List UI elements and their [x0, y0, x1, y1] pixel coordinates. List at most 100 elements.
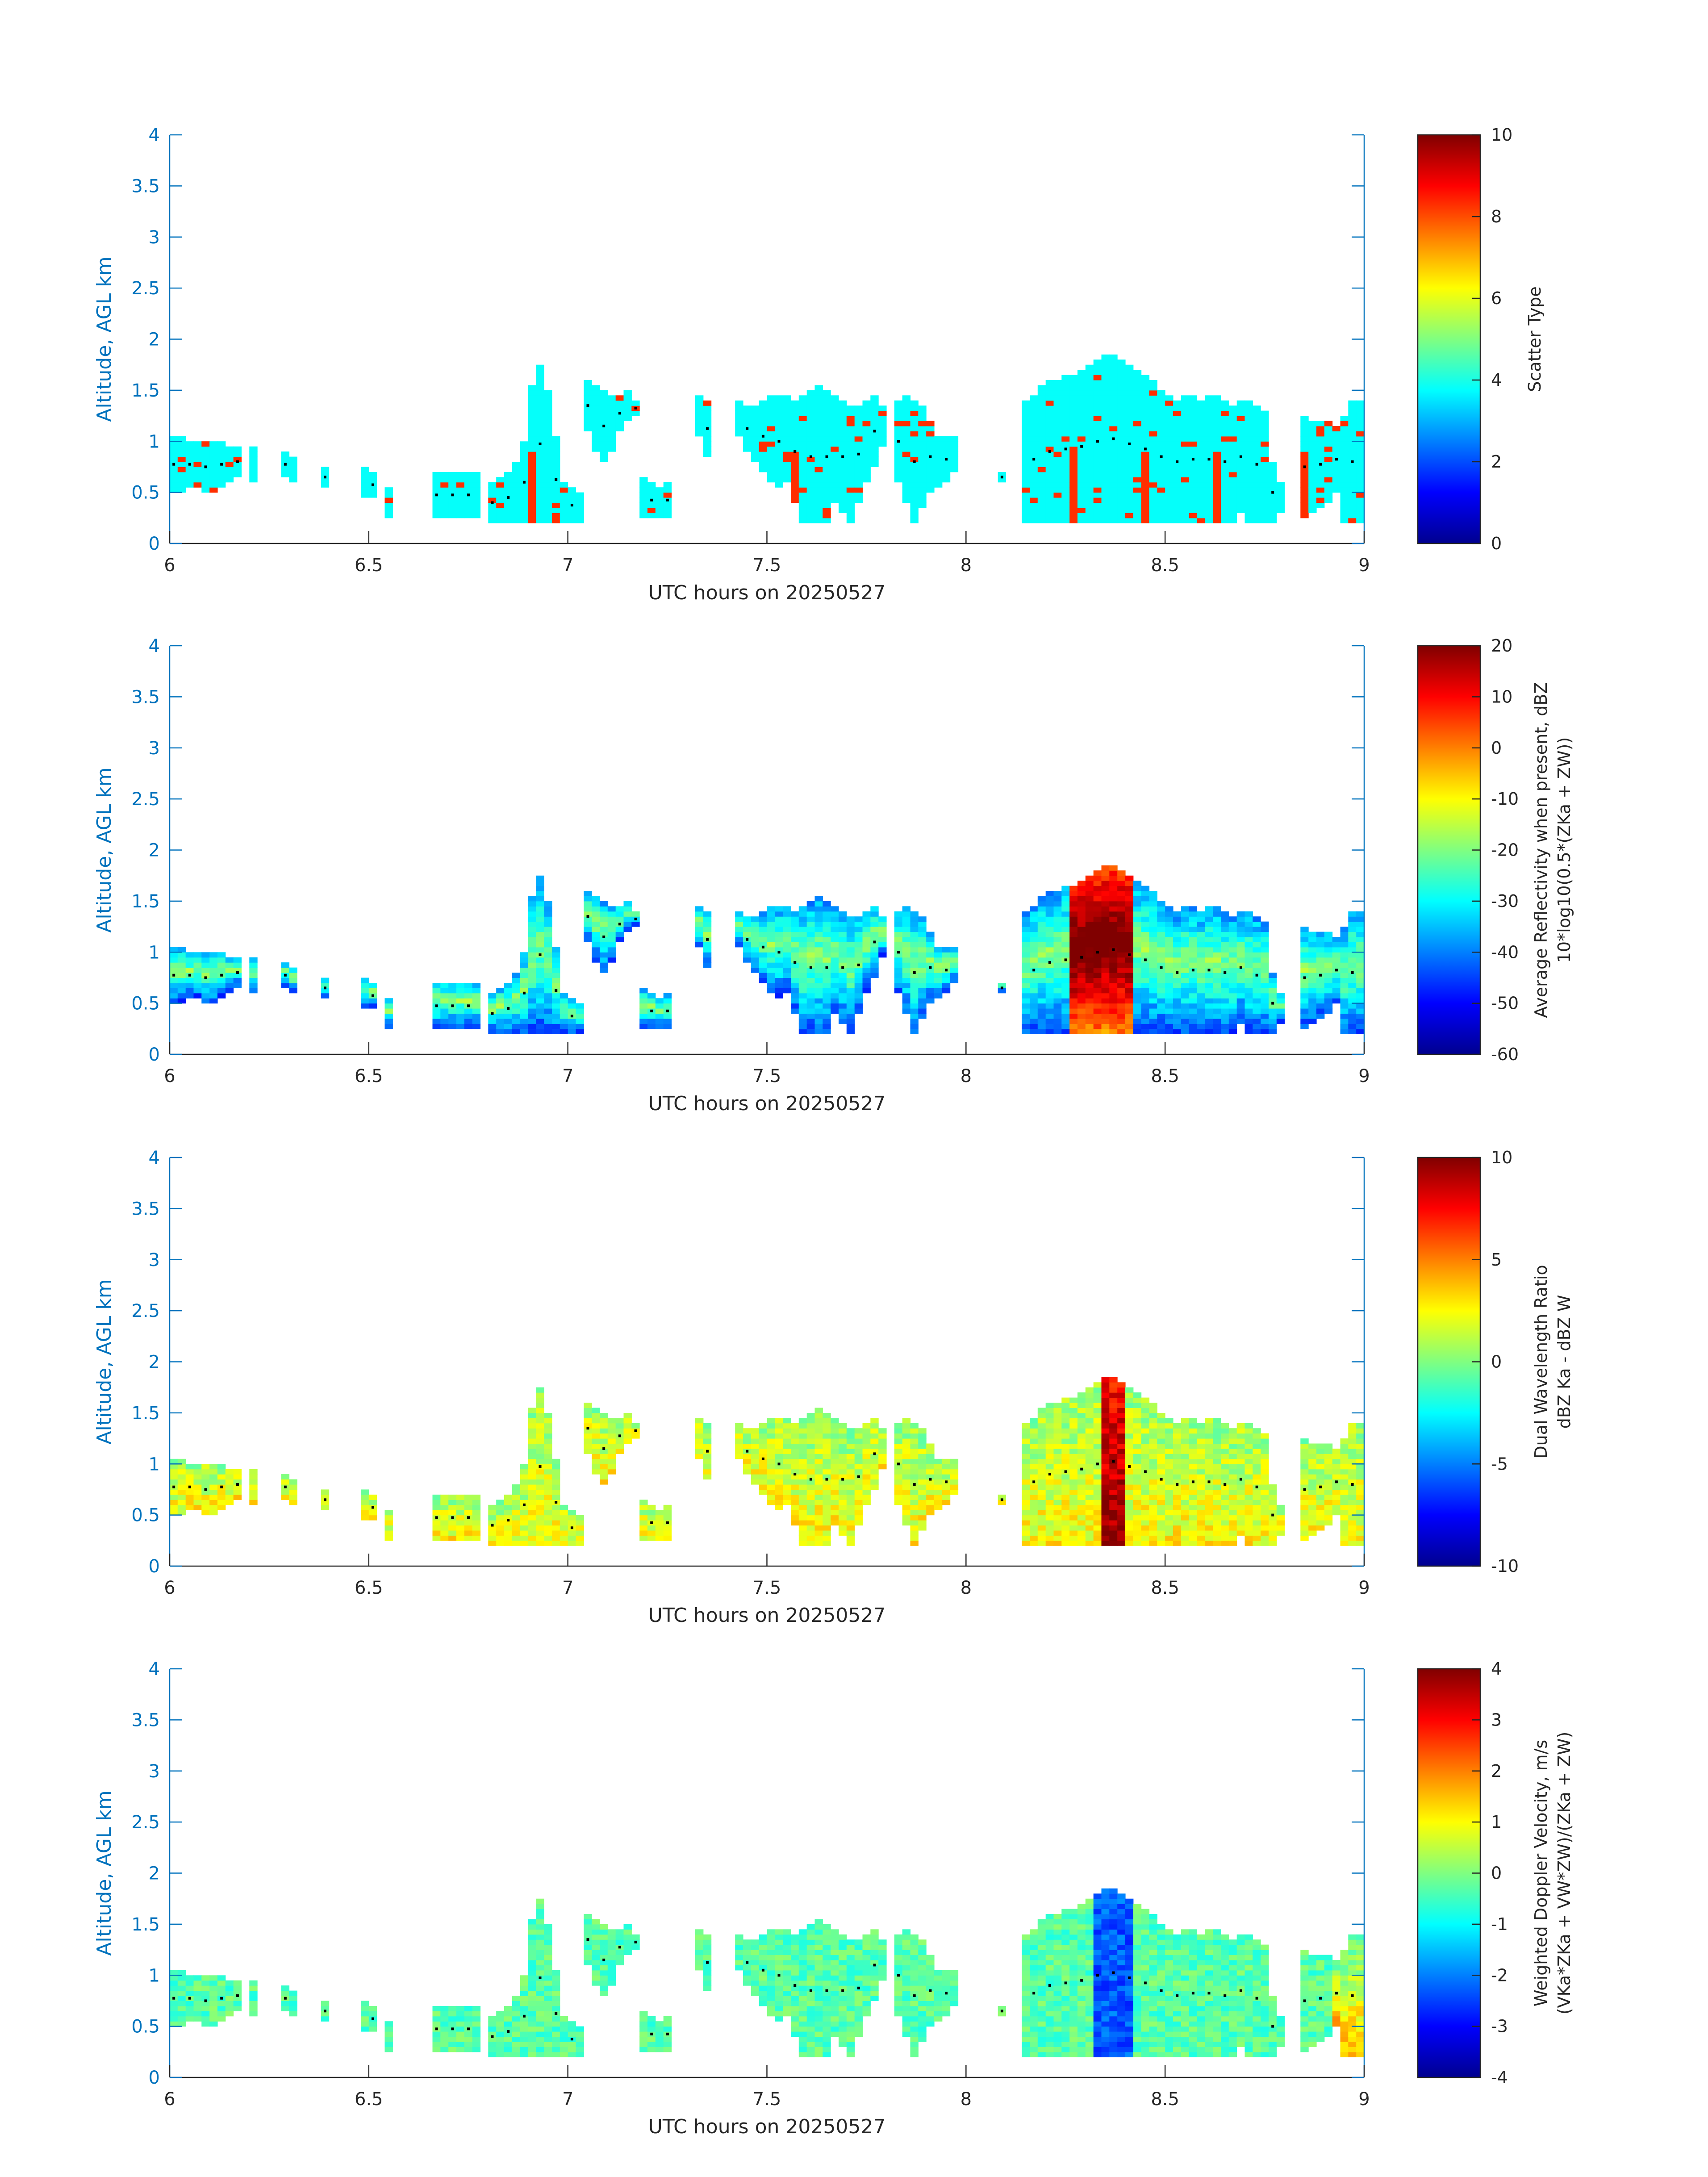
heatmap-cell [536, 921, 544, 927]
heatmap-cell [560, 1510, 568, 1516]
heatmap-cell [464, 497, 473, 503]
heatmap-cell [1213, 400, 1221, 406]
heatmap-cell [735, 942, 743, 948]
heatmap-cell [934, 441, 943, 447]
trace-dot [188, 974, 191, 977]
heatmap-cell [1053, 906, 1062, 912]
heatmap-cell [1165, 477, 1173, 483]
heatmap-cell [814, 978, 823, 983]
trace-dot [284, 1485, 287, 1488]
heatmap-cell [791, 431, 799, 437]
heatmap-cell [544, 395, 552, 401]
heatmap-cell [1221, 410, 1229, 416]
heatmap-cell [552, 1474, 560, 1480]
heatmap-cell [1332, 973, 1341, 978]
heatmap-cell [798, 482, 807, 488]
heatmap-cell [1085, 952, 1094, 958]
heatmap-cell [1085, 962, 1094, 968]
heatmap-cell [798, 1504, 807, 1510]
heatmap-cell [894, 942, 903, 948]
heatmap-cell [1324, 451, 1333, 457]
heatmap-cell [615, 1443, 624, 1449]
heatmap-cell [806, 467, 815, 472]
heatmap-cell [783, 1464, 791, 1470]
heatmap-cell [1356, 492, 1365, 498]
heatmap-cell [1093, 518, 1102, 523]
heatmap-cell [592, 1443, 600, 1449]
heatmap-cell [751, 927, 760, 932]
heatmap-cell [759, 1458, 768, 1464]
heatmap-cell [1030, 998, 1038, 1004]
heatmap-cell [1061, 998, 1070, 1004]
heatmap-cell [735, 936, 743, 942]
heatmap-cell [1125, 507, 1134, 513]
heatmap-cell [798, 441, 807, 447]
heatmap-cell [791, 911, 799, 917]
heatmap-cell [544, 1479, 552, 1485]
heatmap-cell [552, 446, 560, 452]
heatmap-cell [1244, 405, 1253, 411]
heatmap-cell [1101, 901, 1110, 907]
heatmap-cell [854, 916, 863, 922]
heatmap-cell [1133, 962, 1142, 968]
heatmap-cell [472, 1018, 481, 1024]
heatmap-cell [1332, 431, 1341, 437]
heatmap-cell [170, 441, 178, 447]
heatmap-cell [607, 957, 616, 963]
heatmap-cell [1069, 446, 1078, 452]
heatmap-cell [1253, 436, 1261, 442]
heatmap-cell [1213, 482, 1221, 488]
heatmap-cell [1197, 921, 1205, 927]
heatmap-cell [695, 410, 704, 416]
heatmap-cell [1356, 482, 1365, 488]
heatmap-cell [1045, 952, 1054, 958]
heatmap-cell [703, 952, 712, 958]
heatmap-cell [170, 1474, 178, 1480]
heatmap-cell [536, 1454, 544, 1459]
heatmap-cell [783, 988, 791, 994]
heatmap-cell [1221, 993, 1229, 999]
heatmap-cell [552, 456, 560, 462]
heatmap-cell [1340, 1003, 1349, 1009]
heatmap-cell [767, 395, 775, 401]
heatmap-cell [735, 927, 743, 932]
heatmap-cell [432, 1500, 441, 1505]
heatmap-cell [1109, 1028, 1118, 1034]
heatmap-cell [1157, 901, 1165, 907]
heatmap-cell [1053, 441, 1062, 447]
heatmap-cell [1085, 380, 1094, 385]
heatmap-cell [488, 1525, 497, 1531]
heatmap-cell [1022, 993, 1030, 999]
colorbar-tick-label: 8 [1491, 207, 1502, 226]
heatmap-cell [878, 921, 887, 927]
heatmap-cell [1093, 932, 1102, 937]
heatmap-cell [185, 472, 194, 477]
heatmap-cell [798, 1018, 807, 1024]
heatmap-cell [536, 477, 544, 483]
heatmap-cell [520, 1535, 529, 1541]
heatmap-cell [217, 441, 226, 447]
heatmap-cell [600, 410, 608, 416]
heatmap-cell [791, 942, 799, 948]
heatmap-cell [592, 390, 600, 396]
heatmap-cell [1173, 462, 1182, 467]
heatmap-cell [1165, 436, 1173, 442]
heatmap-cell [823, 957, 831, 963]
heatmap-cell [170, 451, 178, 457]
heatmap-cell [798, 462, 807, 467]
heatmap-cell [1181, 1024, 1190, 1029]
heatmap-cell [1069, 462, 1078, 467]
heatmap-cell [1189, 1028, 1198, 1034]
heatmap-cell [1101, 947, 1110, 953]
heatmap-cell [1117, 375, 1126, 380]
heatmap-cell [1045, 936, 1054, 942]
heatmap-cell [1221, 441, 1229, 447]
heatmap-cell [806, 1438, 815, 1444]
heatmap-cell [1117, 467, 1126, 472]
heatmap-cell [910, 1013, 919, 1019]
heatmap-cell [1340, 502, 1349, 508]
heatmap-cell [1316, 456, 1325, 462]
heatmap-cell [520, 497, 529, 503]
heatmap-cell [1244, 927, 1253, 932]
heatmap-cell [488, 1008, 497, 1014]
